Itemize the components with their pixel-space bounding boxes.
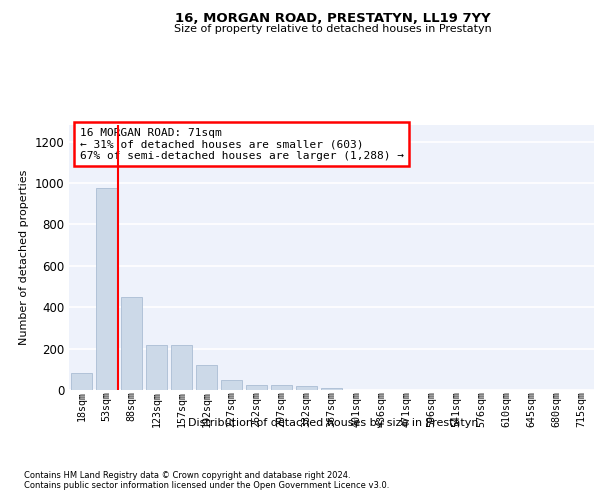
Bar xyxy=(146,346,167,390)
Text: 16 MORGAN ROAD: 71sqm
← 31% of detached houses are smaller (603)
67% of semi-det: 16 MORGAN ROAD: 71sqm ← 31% of detached … xyxy=(79,128,404,161)
Text: 16, MORGAN ROAD, PRESTATYN, LL19 7YY: 16, MORGAN ROAD, PRESTATYN, LL19 7YY xyxy=(175,12,491,26)
Bar xyxy=(221,380,242,390)
Text: Contains HM Land Registry data © Crown copyright and database right 2024.: Contains HM Land Registry data © Crown c… xyxy=(24,472,350,480)
Bar xyxy=(271,386,292,390)
Text: Distribution of detached houses by size in Prestatyn: Distribution of detached houses by size … xyxy=(188,418,478,428)
Bar xyxy=(71,374,92,390)
Bar xyxy=(196,365,217,390)
Bar xyxy=(296,386,317,390)
Bar xyxy=(96,188,117,390)
Bar xyxy=(171,346,192,390)
Y-axis label: Number of detached properties: Number of detached properties xyxy=(19,170,29,345)
Bar xyxy=(246,385,267,390)
Text: Contains public sector information licensed under the Open Government Licence v3: Contains public sector information licen… xyxy=(24,482,389,490)
Bar xyxy=(121,297,142,390)
Text: Size of property relative to detached houses in Prestatyn: Size of property relative to detached ho… xyxy=(174,24,492,34)
Bar xyxy=(321,388,342,390)
